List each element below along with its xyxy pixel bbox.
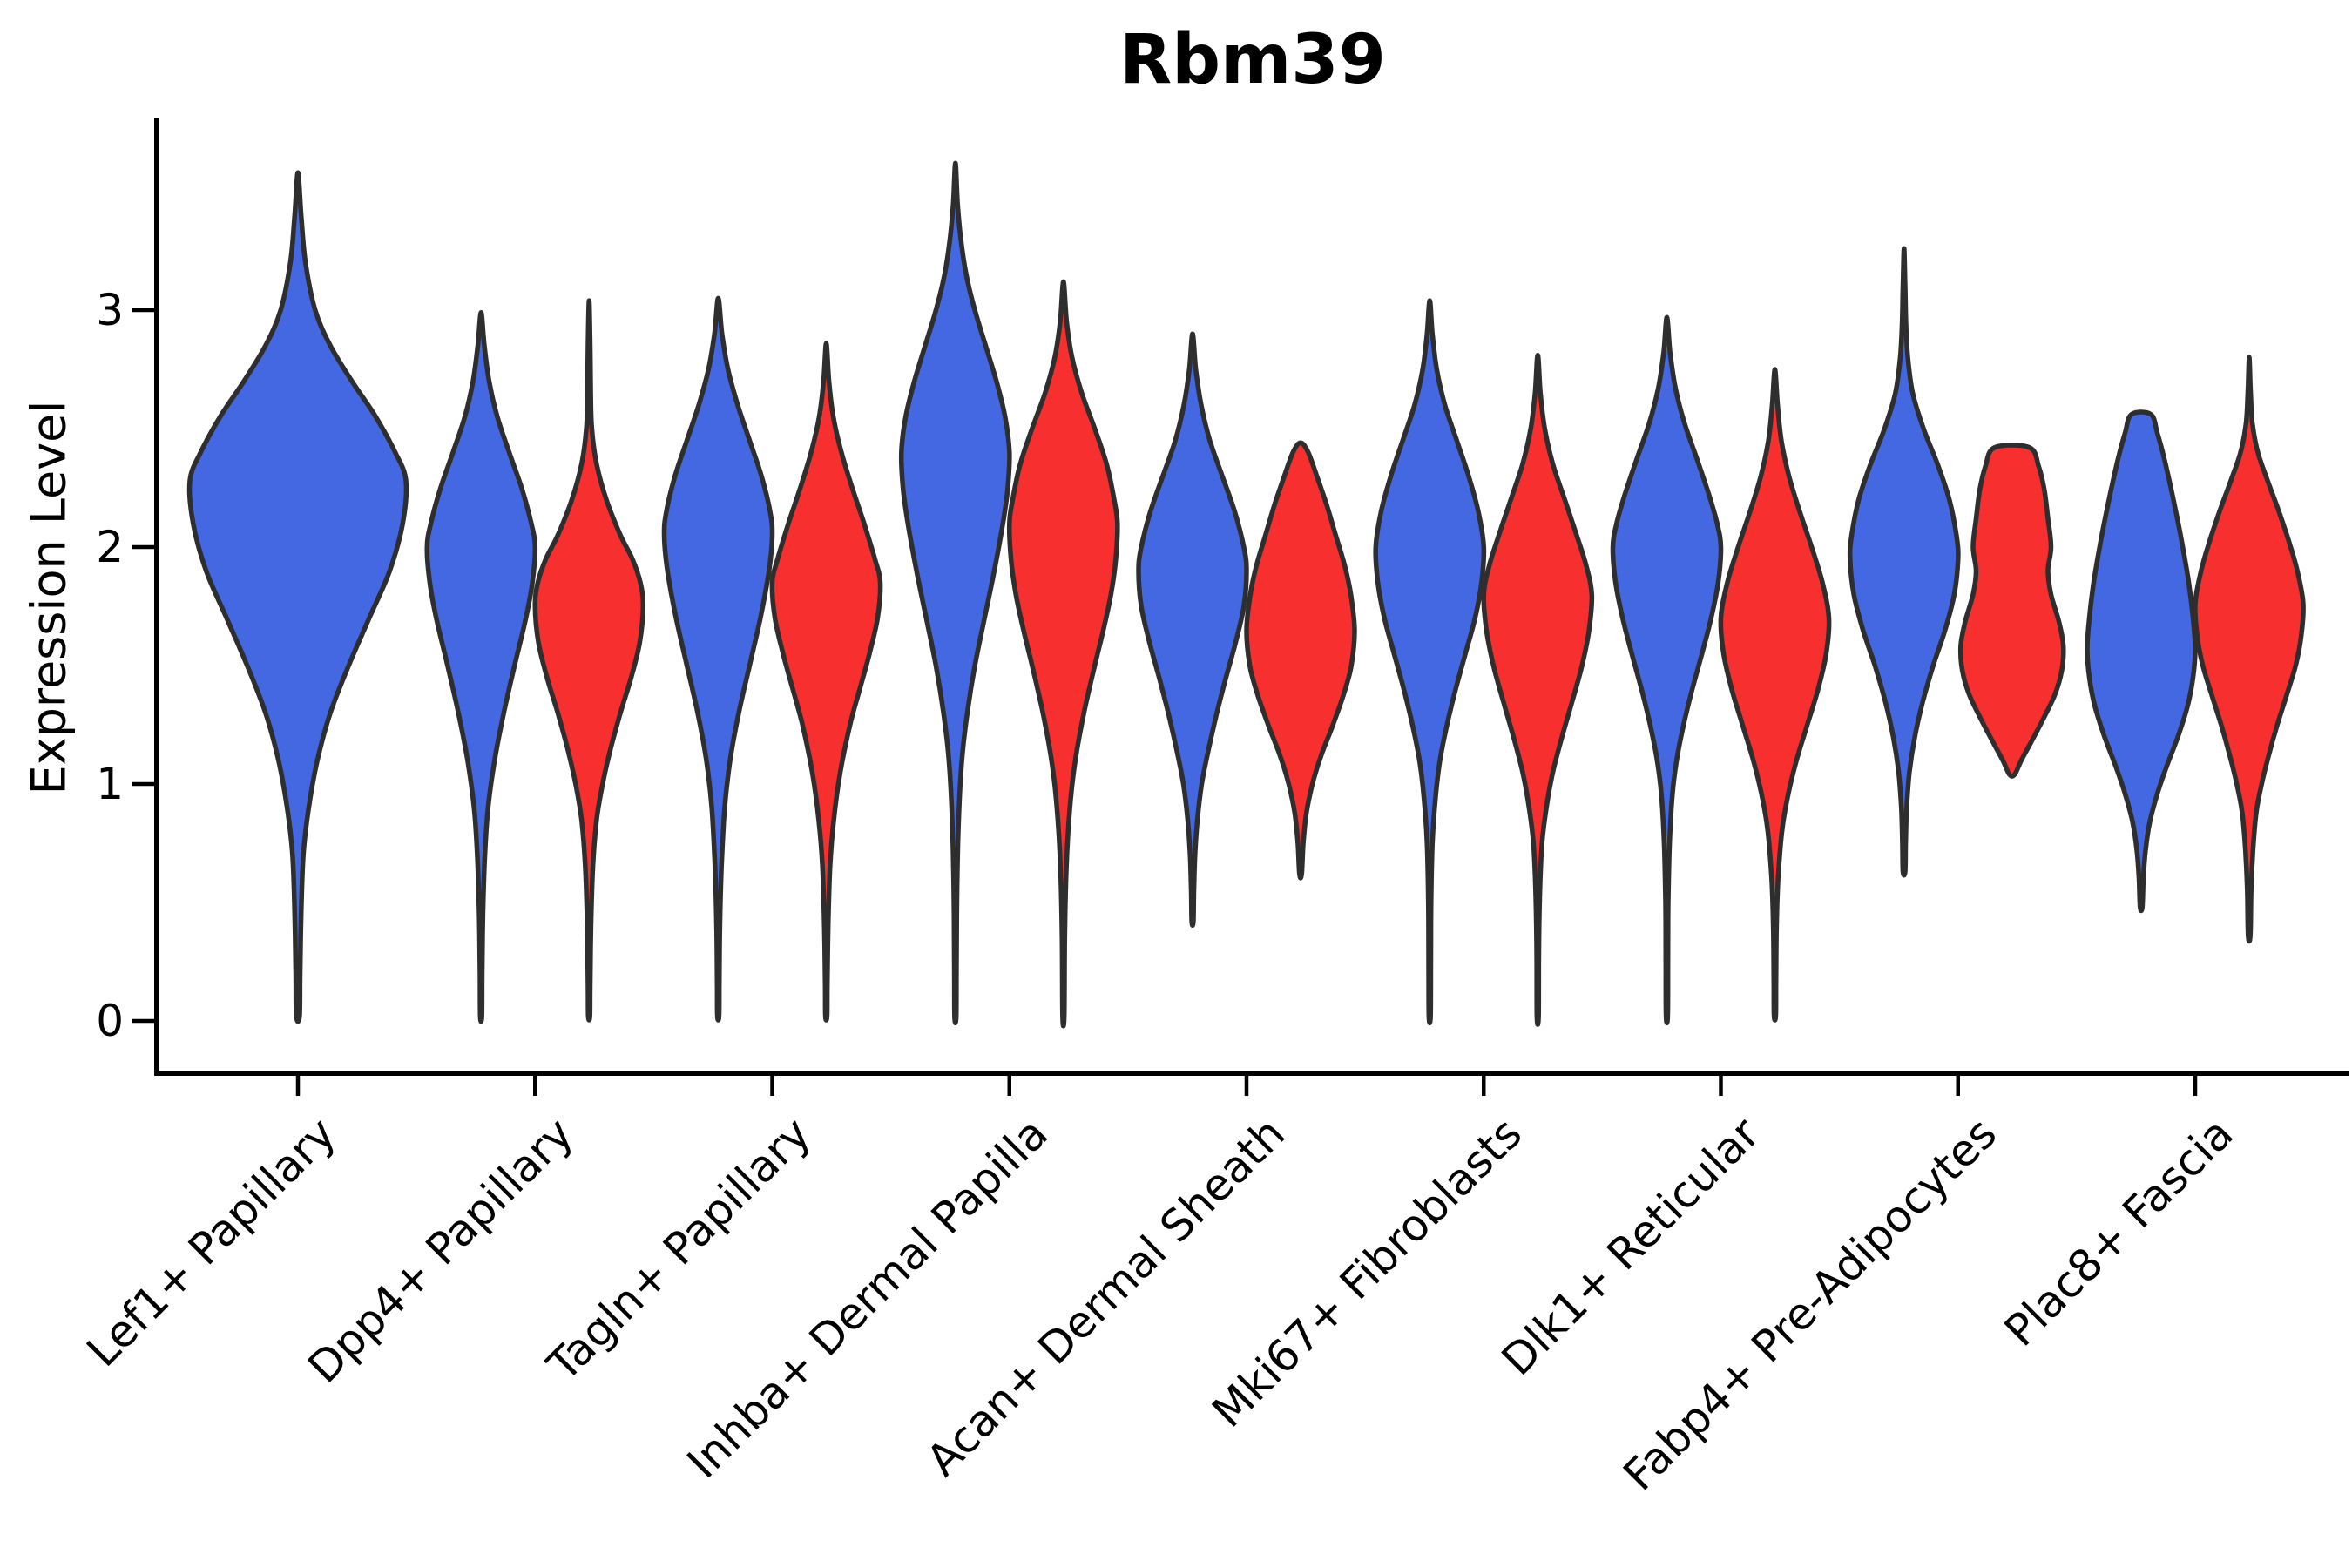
y-tick-label-0: 0: [96, 996, 124, 1046]
y-tick-label-1: 1: [96, 759, 124, 809]
y-tick-label-2: 2: [96, 522, 124, 572]
violin-dlk1-reticular-blue: [1610, 314, 1724, 1026]
violin-inhba-dermal-papilla-red: [1006, 279, 1120, 1029]
violin-acan-dermal-sheath-red: [1244, 440, 1357, 881]
chart-title: Rbm39: [1119, 21, 1386, 99]
y-tick-label-3: 3: [96, 285, 124, 335]
violin-tagln-papillary-red: [769, 341, 883, 1023]
violin-dpp4-papillary-blue: [424, 309, 538, 1024]
violin-dpp4-papillary-red: [532, 298, 646, 1023]
violin-mki67-fibroblasts-blue: [1373, 298, 1487, 1026]
violin-plac8-fascia-red: [2193, 355, 2306, 944]
violin-fabp4-pre-adipocytes-red: [1957, 443, 2066, 779]
violin-fabp4-pre-adipocytes-blue: [1847, 246, 1961, 878]
violin-inhba-dermal-papilla-blue: [898, 160, 1012, 1026]
y-axis-label: Expression Level: [21, 400, 77, 795]
violin-plac8-fascia-blue: [2085, 409, 2198, 914]
violin-tagln-papillary-blue: [661, 295, 775, 1023]
violin-lef1-papillary-blue: [186, 170, 409, 1024]
violin-dlk1-reticular-red: [1718, 367, 1832, 1023]
violin-mki67-fibroblasts-red: [1481, 352, 1595, 1027]
violin-acan-dermal-sheath-blue: [1136, 331, 1249, 928]
